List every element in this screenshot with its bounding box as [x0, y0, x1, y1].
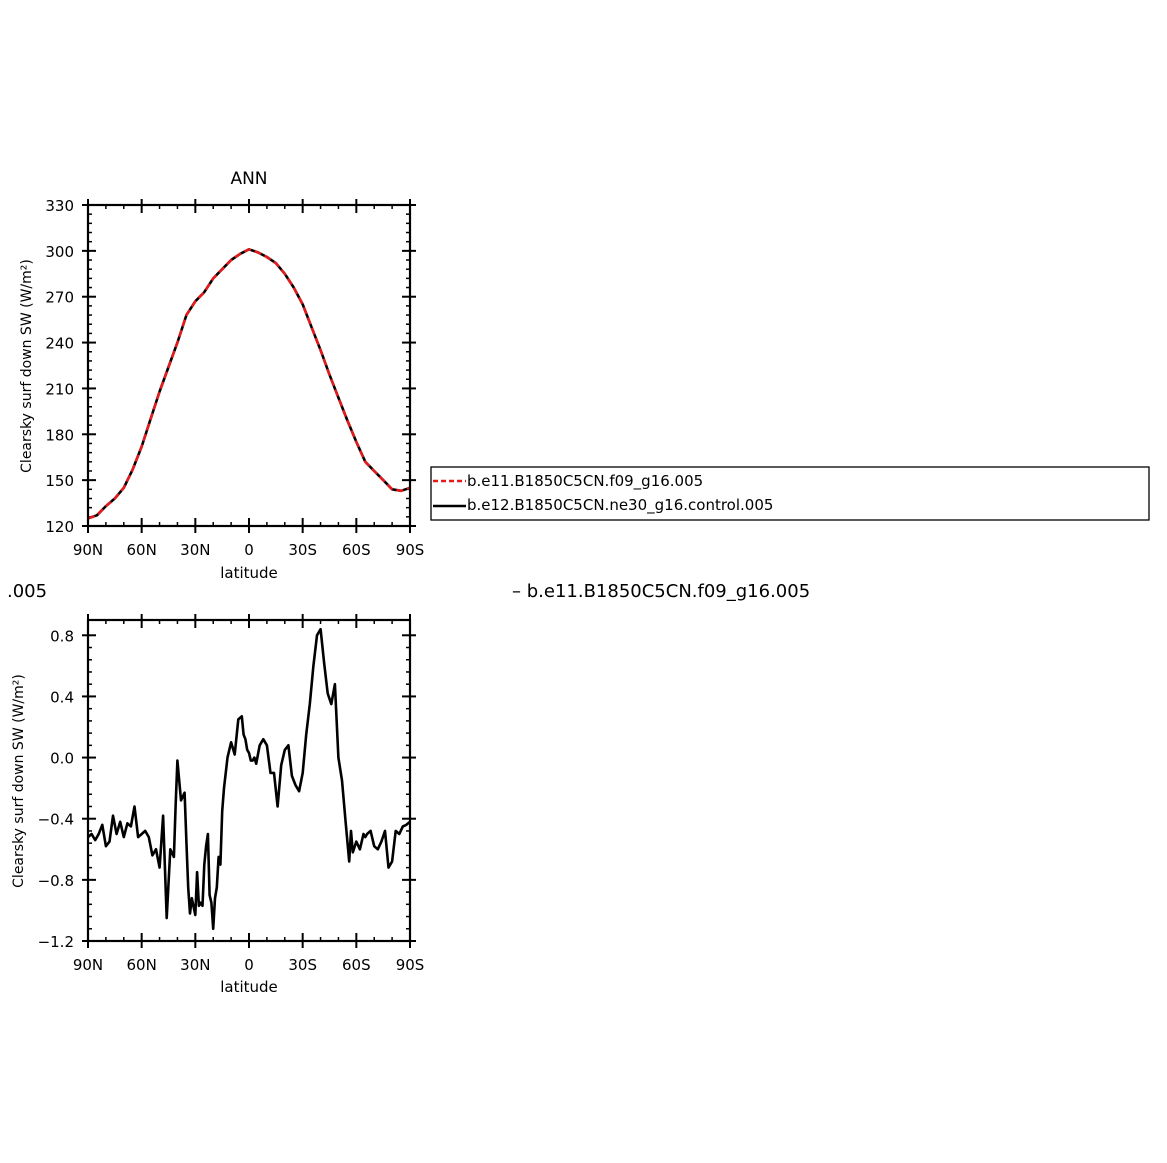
- bottom-chart-ylabel: Clearsky surf down SW (W/m²): [11, 674, 27, 888]
- y-tick-label: −1.2: [38, 933, 74, 951]
- bottom-chart-lines: [87, 627, 411, 931]
- top-chart-ylabel: Clearsky surf down SW (W/m²): [19, 259, 35, 473]
- x-tick-label: 90S: [396, 956, 425, 974]
- y-tick-label: 300: [45, 243, 74, 261]
- y-tick-label: 0.0: [50, 750, 74, 768]
- bottom-header-right: – b.e11.B1850C5CN.f09_g16.005: [512, 581, 810, 602]
- series-line: [87, 248, 411, 520]
- y-tick-label: 150: [45, 472, 74, 490]
- bottom-chart-xlabel: latitude: [220, 978, 278, 996]
- series-line: [87, 627, 411, 931]
- y-tick-label: 270: [45, 289, 74, 307]
- x-tick-label: 30S: [288, 541, 317, 559]
- legend-box: [430, 466, 1150, 521]
- bottom-header-left: .005: [7, 581, 47, 602]
- y-tick-label: 210: [45, 380, 74, 398]
- x-tick-label: 90N: [73, 956, 103, 974]
- x-tick-label: 30N: [180, 956, 210, 974]
- top-chart-xlabel: latitude: [220, 564, 278, 582]
- x-tick-label: 60N: [127, 541, 157, 559]
- x-tick-label: 90N: [73, 541, 103, 559]
- x-tick-label: 0: [244, 956, 254, 974]
- y-tick-label: 0.8: [50, 627, 74, 645]
- y-tick-label: 180: [45, 426, 74, 444]
- bottom-chart-ticks: 90N 60N 30N 0 30S 60S 90S −1.2 −0.8 −0.4 0.0 0.4 0.8: [38, 614, 425, 974]
- x-tick-label: 90S: [396, 541, 425, 559]
- legend: b.e11.B1850C5CN.f09_g16.005 b.e12.B1850C…: [430, 466, 1150, 521]
- x-tick-label: 60S: [342, 541, 371, 559]
- top-chart-frame: [86, 203, 412, 528]
- x-tick-label: 60N: [127, 956, 157, 974]
- legend-label: b.e12.B1850C5CN.ne30_g16.control.005: [467, 496, 773, 515]
- x-tick-label: 60S: [342, 956, 371, 974]
- top-chart-lines: [87, 248, 411, 520]
- x-tick-label: 0: [244, 541, 254, 559]
- series-line: [87, 248, 411, 520]
- y-tick-label: 330: [45, 197, 74, 215]
- bottom-chart-frame: [86, 618, 412, 943]
- x-tick-label: 30S: [288, 956, 317, 974]
- legend-label: b.e11.B1850C5CN.f09_g16.005: [467, 472, 703, 491]
- y-tick-label: 0.4: [50, 688, 74, 706]
- y-tick-label: −0.4: [38, 811, 74, 829]
- y-tick-label: −0.8: [38, 872, 74, 890]
- y-tick-label: 120: [45, 518, 74, 536]
- top-chart: ANN latitude Clearsky surf down SW (W/m²…: [19, 169, 424, 582]
- bottom-chart: latitude Clearsky surf down SW (W/m²) 90…: [11, 614, 424, 996]
- top-chart-title: ANN: [230, 169, 267, 189]
- top-chart-ticks: 90N 60N 30N 0 30S 60S 90S 120 150 180 210 240 270 300…: [45, 197, 424, 559]
- x-tick-label: 30N: [180, 541, 210, 559]
- y-tick-label: 240: [45, 335, 74, 353]
